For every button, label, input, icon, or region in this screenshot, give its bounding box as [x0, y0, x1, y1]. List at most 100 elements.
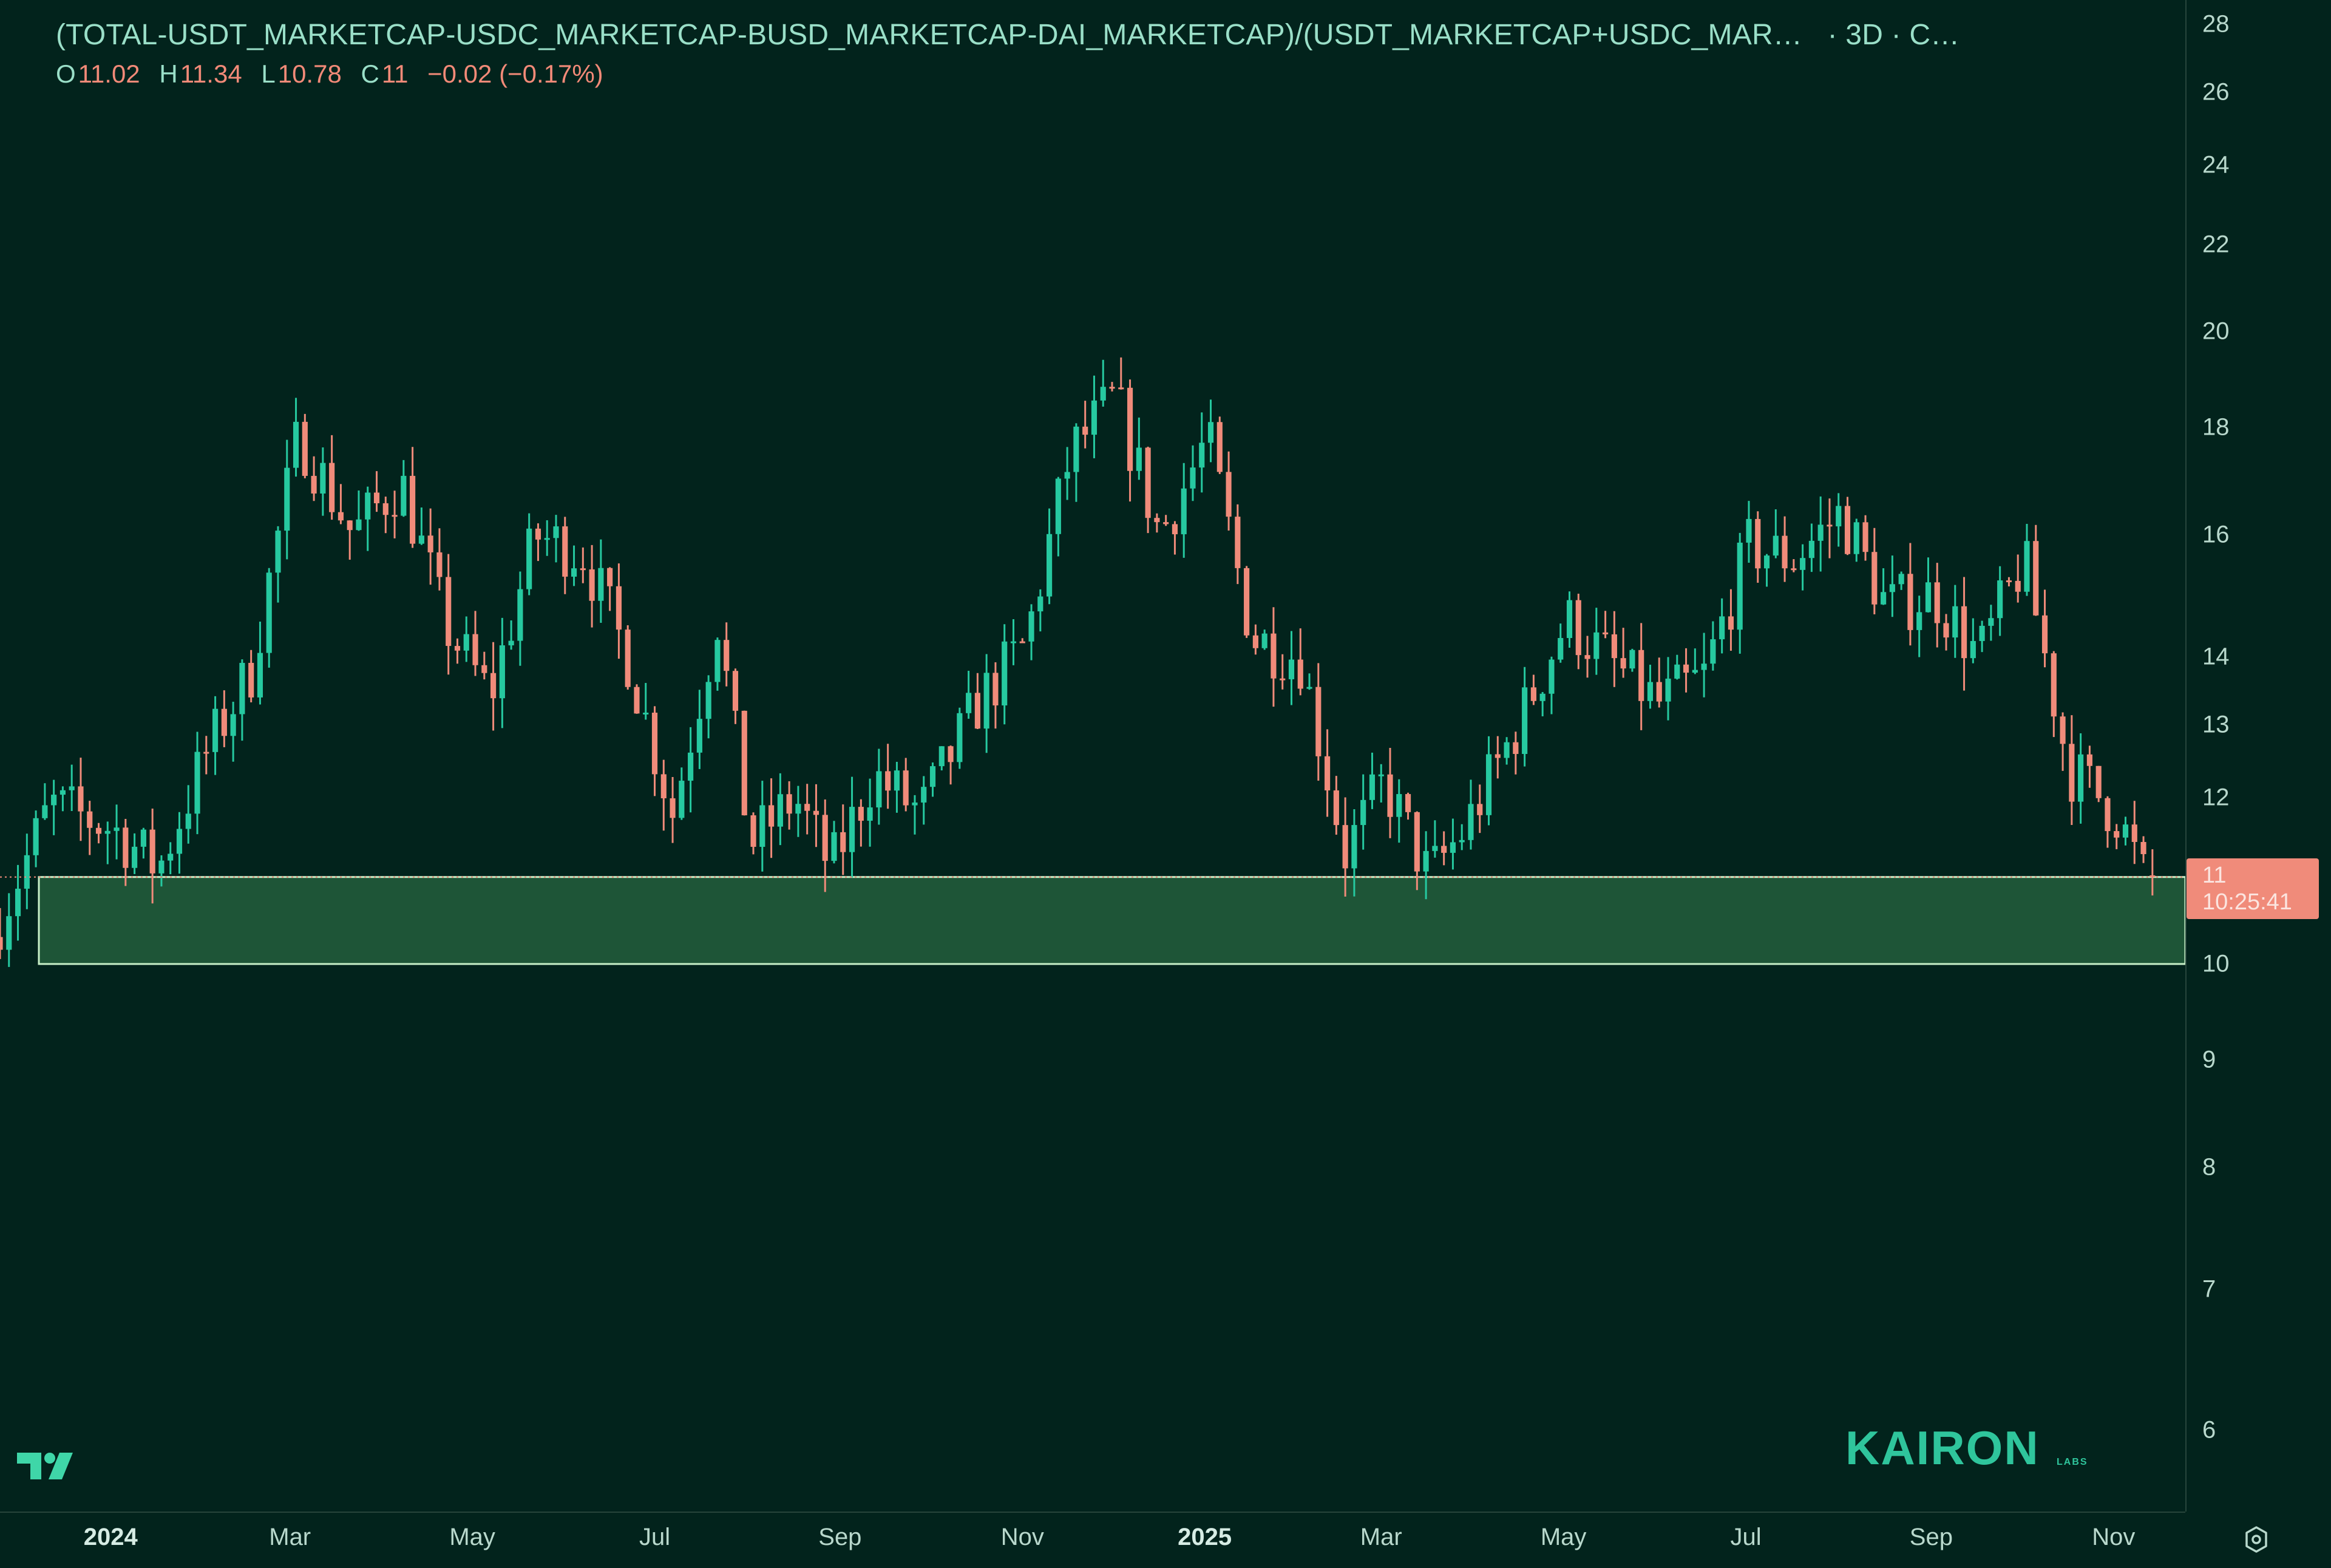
candle[interactable] [1674, 654, 1680, 680]
candle[interactable] [1037, 589, 1043, 632]
candle[interactable] [643, 683, 649, 720]
candle[interactable] [401, 460, 407, 517]
candle[interactable] [1450, 818, 1456, 870]
candle[interactable] [1719, 598, 1725, 654]
candle[interactable] [769, 778, 775, 858]
candle[interactable] [1988, 605, 1994, 641]
candle[interactable] [382, 497, 388, 534]
candle[interactable] [2140, 836, 2146, 863]
candle[interactable] [1441, 831, 1447, 866]
candle[interactable] [660, 759, 667, 831]
candle[interactable] [1280, 654, 1286, 690]
candle[interactable] [849, 776, 855, 878]
candle[interactable] [607, 567, 613, 611]
candle[interactable] [42, 783, 48, 820]
candle[interactable] [185, 785, 191, 844]
candle[interactable] [257, 622, 263, 705]
candle[interactable] [1916, 596, 1922, 657]
candle[interactable] [194, 731, 200, 835]
candle[interactable] [15, 864, 21, 941]
candle[interactable] [670, 777, 676, 843]
candle[interactable] [804, 784, 810, 835]
candle[interactable] [2105, 796, 2111, 848]
candle[interactable] [938, 746, 945, 771]
candle[interactable] [616, 563, 622, 659]
candle[interactable] [69, 764, 75, 812]
candle[interactable] [1817, 496, 1824, 572]
candle[interactable] [1002, 624, 1008, 725]
candle[interactable] [2114, 824, 2120, 849]
candle[interactable] [1495, 736, 1501, 779]
candle[interactable] [481, 651, 487, 680]
candle[interactable] [490, 642, 497, 731]
candle[interactable] [759, 781, 765, 872]
candle[interactable] [1485, 736, 1492, 826]
candle[interactable] [1701, 633, 1707, 697]
candle[interactable] [95, 823, 102, 844]
candle[interactable] [508, 620, 514, 650]
candle[interactable] [876, 748, 882, 825]
candle[interactable] [373, 471, 380, 512]
candle[interactable] [1836, 493, 1842, 547]
candle[interactable] [966, 670, 972, 719]
candle[interactable] [948, 745, 954, 785]
candle[interactable] [867, 778, 873, 847]
candle[interactable] [562, 517, 568, 594]
candle[interactable] [625, 625, 631, 690]
candle[interactable] [2078, 733, 2084, 824]
candle[interactable] [1459, 824, 1465, 850]
candle[interactable] [1710, 621, 1716, 671]
candle[interactable] [1800, 544, 1806, 591]
candle[interactable] [696, 690, 702, 769]
candle[interactable] [1261, 630, 1267, 650]
candle[interactable] [992, 662, 999, 729]
candle[interactable] [1387, 747, 1393, 838]
candle[interactable] [1118, 357, 1124, 390]
price-scale[interactable] [2185, 0, 2331, 1512]
candle[interactable] [24, 833, 30, 909]
candle[interactable] [714, 637, 721, 691]
support-zone[interactable] [38, 876, 2187, 965]
candle[interactable] [427, 508, 433, 585]
candle[interactable] [1468, 779, 1474, 850]
candle[interactable] [463, 616, 469, 662]
candle[interactable] [338, 484, 344, 524]
candle[interactable] [1073, 423, 1079, 502]
candle[interactable] [813, 784, 819, 847]
candle[interactable] [1997, 566, 2003, 636]
candle[interactable] [741, 710, 747, 816]
candle[interactable] [983, 654, 989, 753]
candle[interactable] [1844, 497, 1851, 555]
candle[interactable] [1979, 620, 1985, 653]
candle[interactable] [840, 804, 846, 875]
candle[interactable] [679, 767, 685, 820]
candle[interactable] [1853, 518, 1859, 562]
candle[interactable] [1172, 521, 1178, 555]
candle[interactable] [1163, 515, 1169, 526]
candle[interactable] [392, 490, 398, 538]
candle[interactable] [2095, 765, 2102, 803]
candle[interactable] [1216, 416, 1223, 474]
candle[interactable] [1593, 608, 1600, 675]
candle[interactable] [1656, 657, 1662, 708]
candle[interactable] [1082, 401, 1088, 449]
candle[interactable] [1782, 516, 1788, 582]
candle[interactable] [1091, 375, 1098, 458]
candle[interactable] [51, 779, 57, 835]
candle[interactable] [1207, 399, 1214, 463]
candle[interactable] [544, 520, 550, 556]
candle[interactable] [6, 893, 12, 967]
candle[interactable] [1297, 628, 1303, 696]
candle[interactable] [1539, 691, 1546, 717]
candle[interactable] [1181, 463, 1187, 558]
candle[interactable] [974, 673, 980, 730]
candle[interactable] [1235, 504, 1241, 585]
candle[interactable] [248, 650, 254, 703]
candle[interactable] [589, 545, 595, 628]
candle[interactable] [158, 855, 165, 887]
candle[interactable] [1378, 764, 1384, 803]
candle[interactable] [1889, 555, 1895, 617]
candle[interactable] [293, 398, 299, 477]
candle[interactable] [732, 668, 739, 724]
candle[interactable] [1683, 648, 1689, 693]
